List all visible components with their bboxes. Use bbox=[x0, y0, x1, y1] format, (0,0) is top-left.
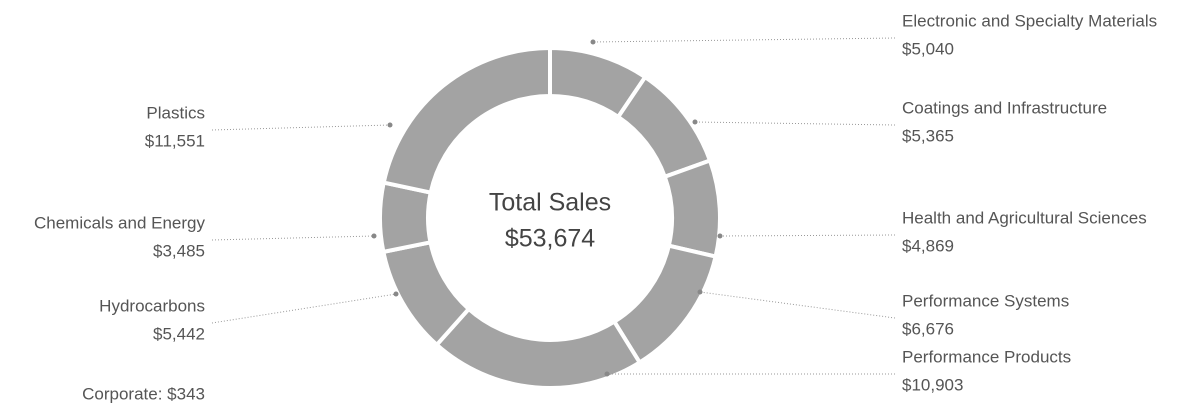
leader-line bbox=[719, 234, 896, 237]
category-label: Performance Products bbox=[902, 347, 1071, 366]
category-label: Electronic and Specialty Materials bbox=[902, 11, 1157, 30]
leader-dot bbox=[717, 233, 723, 239]
donut-slice bbox=[381, 45, 552, 195]
leader-dot bbox=[604, 371, 610, 377]
leader-line bbox=[211, 235, 375, 241]
leader-dot bbox=[692, 119, 698, 125]
leader-line bbox=[211, 293, 397, 324]
value-label: $5,365 bbox=[902, 126, 954, 145]
leader-dot bbox=[590, 39, 596, 45]
category-label: Performance Systems bbox=[902, 291, 1069, 310]
value-label: $3,485 bbox=[153, 241, 205, 260]
leader-dot bbox=[393, 291, 399, 297]
value-label: $11,551 bbox=[145, 131, 205, 150]
leader-dot bbox=[387, 122, 393, 128]
value-label: $4,869 bbox=[902, 236, 954, 255]
category-label: Chemicals and Energy bbox=[34, 213, 206, 232]
leader-dot bbox=[697, 289, 703, 295]
donut-slice bbox=[433, 306, 643, 390]
value-label: $10,903 bbox=[902, 375, 963, 394]
annotation: Corporate: $343 bbox=[82, 384, 205, 403]
value-label: $5,040 bbox=[902, 39, 954, 58]
leader-line bbox=[592, 37, 896, 43]
center-title: Total Sales bbox=[489, 189, 611, 217]
category-label: Coatings and Infrastructure bbox=[902, 98, 1107, 117]
category-label: Plastics bbox=[146, 103, 205, 122]
value-label: $5,442 bbox=[153, 324, 205, 343]
category-label: Hydrocarbons bbox=[99, 296, 205, 315]
donut-slice bbox=[662, 157, 722, 259]
leader-dot bbox=[371, 233, 377, 239]
category-label: Health and Agricultural Sciences bbox=[902, 208, 1147, 227]
leader-line bbox=[211, 124, 391, 131]
value-label: $6,676 bbox=[902, 319, 954, 338]
center-total: $53,674 bbox=[505, 225, 595, 253]
leader-line bbox=[699, 291, 896, 319]
leader-line bbox=[694, 121, 896, 126]
